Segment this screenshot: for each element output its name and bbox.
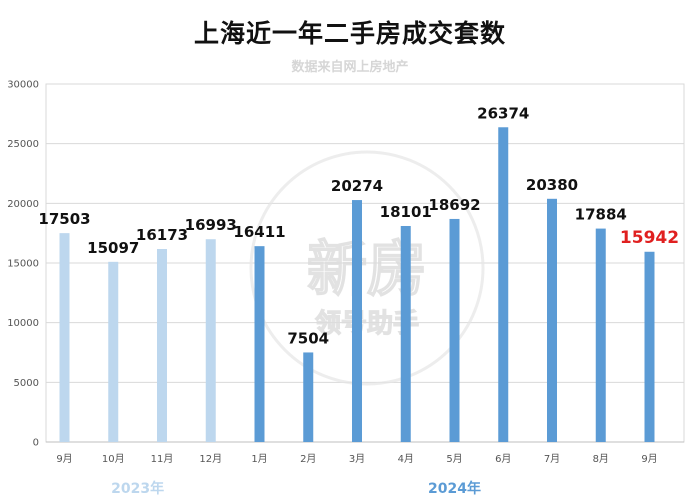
- bar: [59, 233, 70, 442]
- x-tick-label: 11月: [151, 453, 174, 465]
- x-tick-label: 2月: [300, 453, 316, 465]
- x-tick-label: 10月: [102, 453, 125, 465]
- x-tick-label: 6月: [495, 453, 511, 465]
- data-label: 18692: [428, 196, 480, 214]
- data-label: 16411: [233, 223, 285, 241]
- y-tick-label: 20000: [7, 199, 39, 210]
- bar: [108, 261, 119, 442]
- y-tick-label: 0: [33, 438, 39, 449]
- data-label: 20380: [526, 176, 578, 194]
- bar: [157, 249, 167, 442]
- data-label: 16173: [136, 226, 188, 244]
- data-label: 17884: [575, 206, 627, 224]
- bar: [254, 246, 265, 442]
- bar: [400, 225, 411, 442]
- bar: [205, 239, 216, 442]
- data-label: 26374: [477, 104, 529, 122]
- watermark-ring: [249, 150, 485, 386]
- x-tick-label: 12月: [199, 453, 222, 465]
- x-tick-label: 7月: [544, 453, 560, 465]
- x-tick-label: 4月: [398, 453, 414, 465]
- x-tick-label: 5月: [446, 453, 462, 465]
- year-group-label: 2024年: [428, 480, 481, 497]
- y-tick-label: 30000: [7, 80, 39, 91]
- data-label: 20274: [331, 177, 383, 195]
- x-tick-label: 3月: [349, 453, 365, 465]
- bar: [644, 251, 655, 442]
- bar: [595, 228, 606, 442]
- bar: [352, 200, 362, 442]
- year-group-label: 2023年: [111, 480, 164, 497]
- x-tick-label: 9月: [56, 453, 72, 465]
- chart-subtitle: 数据来自网上房地产: [291, 60, 409, 75]
- data-label: 7504: [287, 329, 329, 347]
- x-tick-label: 9月: [641, 453, 657, 465]
- data-label: 18101: [380, 203, 432, 221]
- x-tick-label: 1月: [251, 453, 267, 465]
- data-label: 15097: [87, 239, 139, 257]
- x-tick-label: 8月: [593, 453, 609, 465]
- bar: [547, 198, 557, 442]
- y-tick-label: 25000: [7, 139, 39, 150]
- bar: [449, 218, 460, 442]
- data-label: 16993: [185, 216, 237, 234]
- y-tick-label: 15000: [7, 259, 39, 270]
- chart-title: 上海近一年二手房成交套数: [193, 19, 506, 48]
- data-label: 15942: [620, 228, 679, 248]
- bar: [303, 352, 314, 442]
- y-tick-label: 10000: [7, 318, 39, 329]
- bar: [498, 127, 509, 442]
- y-tick-label: 5000: [14, 378, 39, 389]
- data-label: 17503: [38, 210, 90, 228]
